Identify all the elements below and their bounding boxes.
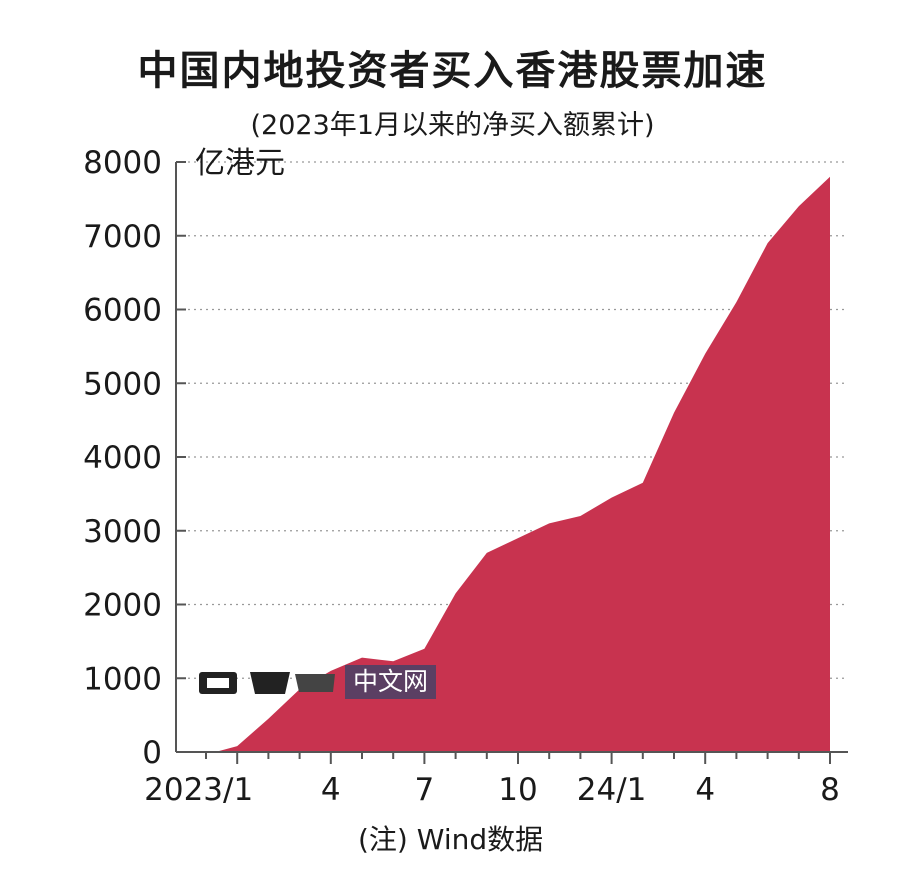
chart-title: 中国内地投资者买入香港股票加速 (137, 48, 768, 94)
y-tick-label: 0 (142, 735, 162, 771)
y-tick-label: 3000 (83, 514, 162, 550)
y-tick-label: 1000 (83, 661, 162, 697)
x-tick-label: 8 (820, 772, 840, 808)
y-tick-label: 2000 (83, 588, 162, 624)
x-tick-label: 7 (415, 772, 435, 808)
axes (175, 161, 848, 764)
y-tick-label: 4000 (83, 440, 162, 476)
x-tick-label: 10 (498, 772, 537, 808)
watermark-logo (199, 672, 335, 694)
area-series (215, 176, 831, 753)
watermark: 中文网 (195, 664, 437, 700)
y-tick-labels: 0 1000 2000 3000 4000 5000 6000 7000 8000 (83, 145, 162, 771)
chart-subtitle: (2023年1月以来的净买入额累计) (250, 110, 655, 141)
y-tick-label: 5000 (83, 366, 162, 402)
x-tick-labels: 2023/1 4 7 10 24/1 4 8 (144, 772, 840, 808)
y-unit-label: 亿港元 (195, 146, 285, 181)
y-tick-label: 6000 (83, 293, 162, 329)
x-tick-label: 24/1 (577, 772, 647, 808)
x-tick-label: 4 (321, 772, 341, 808)
x-tick-label: 4 (695, 772, 715, 808)
x-tick-label: 2023/1 (144, 772, 253, 808)
watermark-text: 中文网 (345, 665, 437, 699)
y-tick-label: 7000 (83, 219, 162, 255)
source-note: (注) Wind数据 (358, 823, 544, 856)
area-fill (215, 176, 831, 753)
y-tick-label: 8000 (83, 145, 162, 181)
